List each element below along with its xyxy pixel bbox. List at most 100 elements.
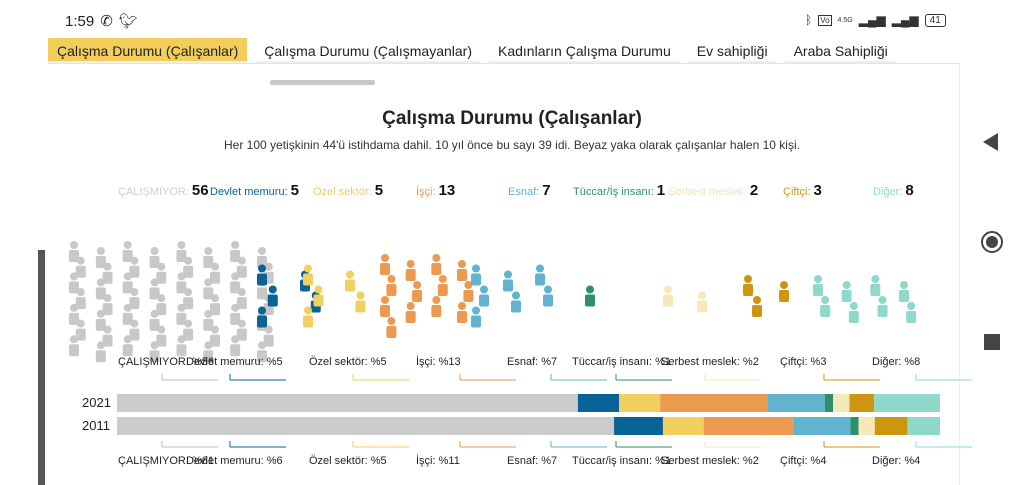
bottom-label-0: ÇALIŞMIYOR: %61 [118, 455, 214, 467]
count-value: 1 [656, 182, 666, 199]
status-bar: 1:59 ✆ 🐦︎ [65, 12, 138, 31]
person-icon [236, 288, 247, 310]
person-icon [820, 296, 831, 317]
volte-icon: Vo [818, 14, 832, 26]
person-icon [149, 247, 160, 268]
tab-kadinlar[interactable]: Kadınların Çalışma Durumu [489, 38, 680, 63]
person-icon [257, 264, 267, 286]
count-label: Çiftçi: [783, 186, 811, 198]
person-icon [203, 247, 214, 268]
person-icon [236, 319, 247, 341]
person-icon [380, 296, 390, 317]
person-icon [69, 272, 79, 294]
bar-segment-2011-1 [614, 417, 663, 435]
year-label: 2021 [82, 395, 111, 410]
bar-segment-2011-6 [858, 417, 875, 435]
person-icon [471, 306, 481, 328]
count-label: Serbest meslek: [668, 186, 747, 198]
tab-bar: Çalışma Durumu (Çalışanlar) Çalışma Duru… [48, 38, 960, 64]
chart-title: Çalışma Durumu (Çalışanlar) [382, 108, 642, 129]
tab-araba-sahipligi[interactable]: Araba Sahipliği [784, 38, 897, 63]
tab-calisanlar[interactable]: Çalışma Durumu (Çalışanlar) [48, 38, 248, 63]
person-icon [69, 303, 79, 325]
person-icon [303, 306, 313, 328]
status-right: ᛒ Vo 4.5G ▂▄▆ ▂▄▆ 41 [805, 13, 946, 27]
person-icon [813, 275, 823, 296]
count-0: ÇALIŞMIYOR: 56 [118, 182, 209, 199]
person-icon [257, 306, 267, 328]
bar-segment-2021-0 [117, 394, 578, 412]
tab-ev-sahipligi[interactable]: Ev sahipliği [687, 38, 777, 63]
count-6: Serbest meslek: 2 [668, 182, 758, 199]
person-icon [313, 285, 324, 307]
person-icon [129, 319, 140, 341]
top-label-8: Diğer: %8 [872, 356, 921, 368]
count-value: 8 [905, 182, 914, 199]
whatsapp-icon: ✆ [100, 13, 113, 30]
top-label-7: Çiftçi: %3 [780, 356, 827, 368]
back-icon[interactable] [982, 132, 1000, 152]
bar-segment-2011-5 [850, 417, 859, 435]
count-8: Diğer: 8 [873, 182, 914, 199]
count-5: Tüccar/İş insanı: 1 [573, 182, 665, 199]
bar-segment-2011-2 [662, 417, 704, 435]
signal-icon: ▂▄▆ [858, 13, 886, 27]
network-type: 4.5G [837, 16, 853, 24]
person-icon [386, 275, 397, 296]
person-icon [412, 281, 423, 302]
content-frame [45, 64, 960, 485]
person-icon [176, 335, 187, 357]
person-icon [95, 309, 106, 331]
person-icon [183, 319, 194, 341]
person-icon [210, 325, 220, 347]
count-value: 5 [290, 182, 299, 199]
count-label: Özel sektör: [313, 186, 372, 198]
chart-subtitle: Her 100 yetişkinin 44'ü istihdama dahil.… [224, 138, 800, 152]
bar-segment-2011-0 [117, 417, 615, 435]
person-icon [75, 288, 86, 310]
count-row: ÇALIŞMIYOR: 56 Devlet memuru: 5 Özel sektör:… [118, 182, 948, 202]
count-label: ÇALIŞMIYOR: [118, 186, 189, 198]
bluetooth-icon: ᛒ [805, 13, 813, 27]
count-value: 2 [749, 182, 759, 199]
count-7: Çiftçi: 3 [783, 182, 822, 199]
tab-calismayanlar[interactable]: Çalışma Durumu (Çalışmayanlar) [255, 38, 481, 63]
recents-icon[interactable] [984, 334, 1000, 350]
person-icon [129, 256, 140, 278]
home-icon[interactable] [980, 230, 1004, 254]
bar-segment-2011-7 [874, 417, 908, 435]
person-icon [156, 325, 167, 347]
person-icon [457, 260, 467, 281]
person-icon [183, 256, 194, 278]
count-1: Devlet memuru: 5 [210, 182, 299, 199]
person-icon [405, 260, 416, 281]
person-icon [471, 264, 481, 286]
person-icon [122, 335, 133, 357]
bar-segment-2021-7 [849, 394, 875, 412]
person-icon [503, 270, 513, 292]
page-scrollbar[interactable] [38, 250, 45, 485]
person-icon [95, 341, 106, 363]
person-icon [230, 303, 241, 325]
bar-segment-2021-1 [577, 394, 620, 412]
person-icon [183, 288, 194, 310]
person-icon [437, 275, 448, 296]
person-icon [102, 325, 113, 347]
top-label-1: Devlet memuru: %5 [186, 356, 283, 368]
person-icon [779, 281, 789, 302]
count-value: 7 [542, 182, 551, 199]
bar-segment-2021-4 [767, 394, 825, 412]
person-icon [303, 264, 313, 286]
person-icon [203, 278, 214, 300]
person-icon [386, 317, 397, 338]
tab-scrollbar[interactable] [270, 80, 375, 85]
person-icon [149, 278, 160, 300]
top-label-0: ÇALIŞMIYOR: %56 [118, 356, 214, 368]
person-icon [236, 256, 247, 278]
bar-segment-2021-3 [660, 394, 768, 412]
person-icon [511, 291, 521, 313]
count-3: İşçi: 13 [416, 182, 455, 199]
person-icon [848, 302, 859, 323]
bar-segment-2021-8 [874, 394, 940, 412]
